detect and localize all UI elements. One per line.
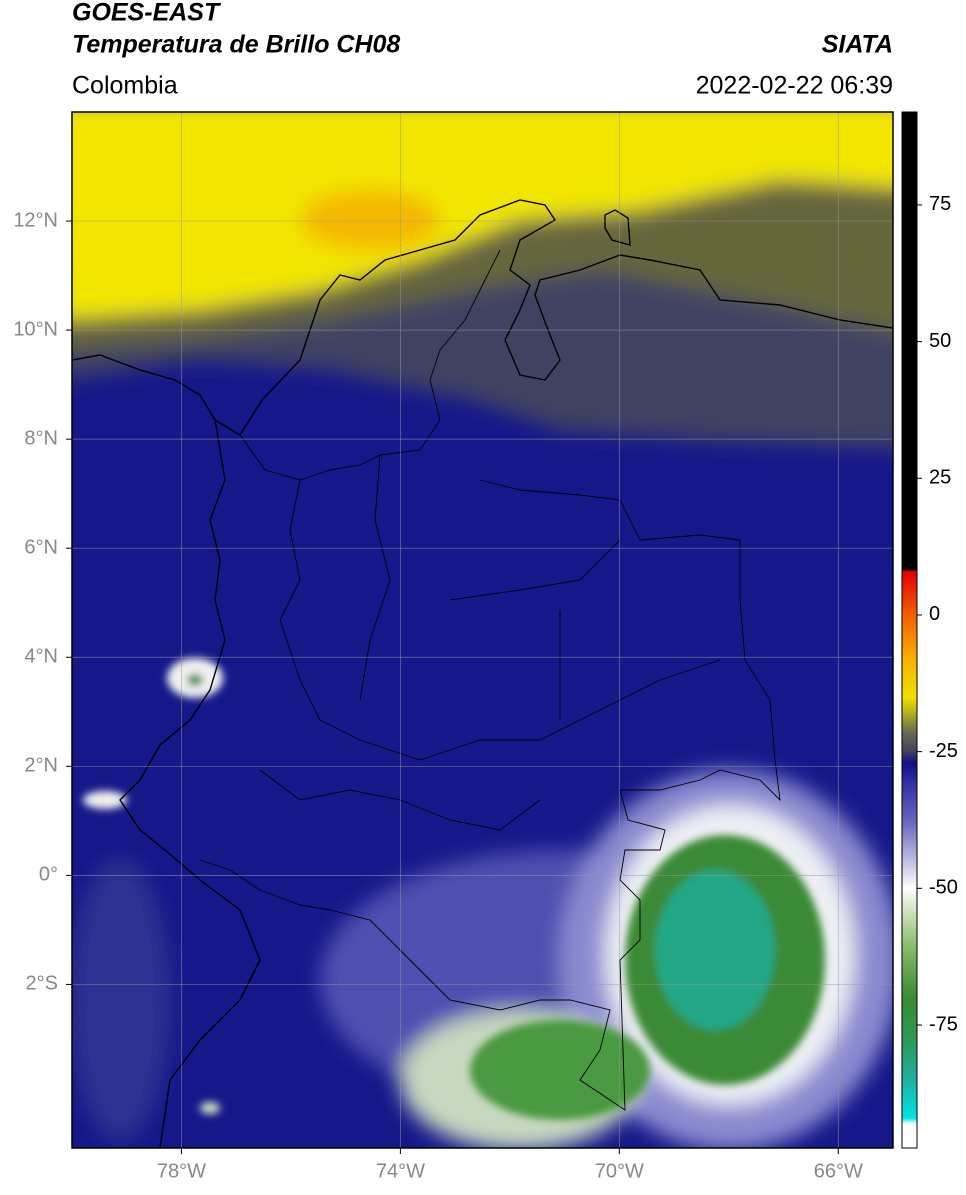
- green-patch: [470, 1020, 650, 1120]
- map-frame: [71, 111, 894, 1149]
- colorbar-segment: [902, 762, 917, 780]
- satellite-image: [72, 112, 893, 1148]
- colorbar-segment: [902, 569, 917, 572]
- y-tick-label: 4°N: [24, 646, 58, 668]
- blue-patch: [72, 860, 170, 1140]
- colorbar-segment: [902, 778, 917, 824]
- colorbar-segment: [902, 713, 917, 731]
- colorbar-segment: [902, 942, 917, 999]
- title: GOES-EAST: [72, 0, 222, 27]
- colorbar-segment: [902, 696, 917, 714]
- source: SIATA: [822, 31, 893, 59]
- cores: [83, 658, 825, 1120]
- department-borders: [259, 454, 721, 831]
- coast-pacific: [119, 419, 261, 1148]
- colorbar-segment: [902, 1123, 917, 1149]
- colorbar-tick-label: -50: [929, 877, 958, 899]
- colorbar-segment: [902, 729, 917, 753]
- region: Colombia: [72, 72, 178, 100]
- paraguana: [604, 209, 631, 246]
- colorbar-tick-label: 75: [929, 193, 951, 215]
- y-tick-label: 6°N: [24, 536, 58, 558]
- orange-spot: [300, 190, 440, 250]
- colorbar-segment: [902, 822, 917, 862]
- colorbar-segment: [902, 112, 917, 570]
- colorbar-segment: [902, 571, 917, 616]
- y-tick-label: 10°N: [13, 318, 58, 340]
- colorbar-tick-label: 25: [929, 467, 951, 489]
- colorbar-segment: [902, 888, 917, 900]
- y-tick-label: 0°: [39, 864, 58, 886]
- coastlines: [72, 199, 893, 1148]
- y-tick-label: 12°N: [13, 209, 58, 231]
- colorbar-segment: [902, 997, 917, 1042]
- colorbar-segment: [902, 1079, 917, 1119]
- y-tick-label: 2°N: [24, 755, 58, 777]
- colorbar-frame: [901, 111, 918, 1149]
- x-tick-label: 74°W: [376, 1160, 425, 1182]
- colorbar-tick-label: -75: [929, 1013, 958, 1035]
- colorbar-tick-label: 50: [929, 330, 951, 352]
- green-dot: [187, 674, 203, 686]
- coast-north: [72, 199, 893, 436]
- x-tick-label: 70°W: [595, 1160, 644, 1182]
- colorbar-tick-label: -25: [929, 740, 958, 762]
- cyan-core: [655, 870, 775, 1030]
- colorbar-segment: [902, 658, 917, 698]
- colorbar-segment: [902, 1117, 917, 1124]
- datetime: 2022-02-22 06:39: [696, 72, 893, 100]
- colorbar-segment: [902, 614, 917, 660]
- colorbar-segment: [902, 751, 917, 764]
- x-tick-label: 66°W: [814, 1160, 863, 1182]
- subtitle: Temperatura de Brillo CH08: [72, 31, 400, 59]
- white-blob-2: [83, 791, 127, 809]
- x-tick-label: 78°W: [157, 1160, 206, 1182]
- colorbar-segment: [902, 899, 917, 944]
- y-tick-label: 8°N: [24, 427, 58, 449]
- yellow-band: [72, 112, 893, 320]
- colorbar-segment: [902, 1041, 917, 1081]
- colorbar-tick-label: 0: [929, 603, 940, 625]
- grid: [72, 112, 893, 1148]
- white-blob-3: [200, 1102, 220, 1114]
- y-tick-label: 2°S: [26, 973, 58, 995]
- colorbar-segment: [902, 860, 917, 889]
